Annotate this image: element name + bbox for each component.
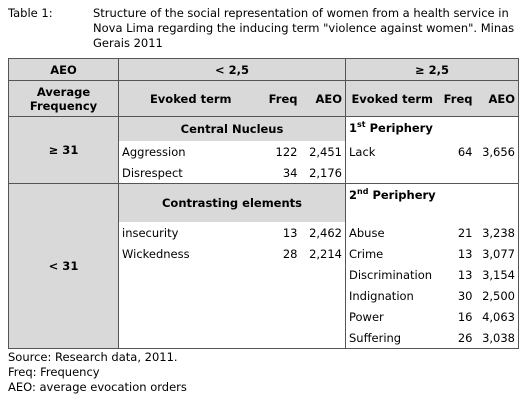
- data-cell: [118, 264, 263, 285]
- subheader-cell: Freq: [438, 80, 476, 117]
- group-title: Contrasting elements: [118, 183, 346, 222]
- footnotes: Source: Research data, 2011. Freq: Freque…: [8, 350, 187, 395]
- data-cell: 13: [282, 225, 298, 240]
- group-title: 1st Periphery: [345, 116, 519, 141]
- data-cell: 3,656: [482, 144, 515, 159]
- subheader-row: Average Frequency Evoked term Freq AEO Evoke…: [8, 80, 519, 117]
- data-cell: 64: [457, 144, 473, 159]
- data-cell: 2,176: [309, 165, 342, 180]
- data-cell: [263, 306, 301, 327]
- data-cell: Discrimination: [345, 264, 439, 285]
- data-cell: insecurity: [118, 222, 263, 243]
- data-cell: [301, 285, 346, 306]
- data-row: Power 16 4,063: [9, 306, 519, 327]
- data-cell: 2,500: [482, 288, 515, 303]
- data-cell: Wickedness: [118, 243, 263, 264]
- data-cell: 21: [457, 225, 473, 240]
- title-text: Periphery: [372, 187, 436, 202]
- data-cell: [301, 327, 346, 349]
- data-cell: 26: [457, 330, 473, 345]
- group-title: Central Nucleus: [118, 116, 346, 141]
- footnote: Source: Research data, 2011.: [8, 350, 178, 364]
- data-cell: Crime: [345, 243, 439, 264]
- data-row: insecurity 13 2,462 Abuse 21 3,238: [9, 222, 519, 243]
- data-cell: [301, 306, 346, 327]
- data-cell: [118, 306, 263, 327]
- ordinal: 1: [349, 120, 358, 135]
- subheader-cell: AEO: [300, 80, 346, 117]
- group-title-row: ≥ 31 Central Nucleus 1st Periphery: [8, 116, 519, 184]
- data-cell: [263, 264, 301, 285]
- data-cell: 30: [457, 288, 473, 303]
- header-cell: < 2,5: [118, 58, 346, 81]
- data-cell: Power: [345, 306, 439, 327]
- data-cell: 2,451: [309, 144, 342, 159]
- data-cell: 122: [275, 144, 298, 159]
- data-cell: Indignation: [345, 285, 439, 306]
- caption-label: Table 1:: [8, 6, 53, 20]
- title-text: Periphery: [369, 120, 433, 135]
- data-cell: [263, 327, 301, 349]
- data-cell: [263, 285, 301, 306]
- data-cell: [345, 162, 439, 184]
- data-cell: 28: [282, 246, 298, 261]
- data-cell: 13: [457, 267, 473, 282]
- data-cell: 3,154: [482, 267, 515, 282]
- data-cell: 13: [457, 246, 473, 261]
- data-cell: [118, 327, 263, 349]
- data-cell: 34: [282, 165, 298, 180]
- data-cell: Abuse: [345, 222, 439, 243]
- data-cell: 3,077: [482, 246, 515, 261]
- group-title-row: < 31 Contrasting elements 2nd Periphery: [8, 183, 519, 349]
- table: AEO < 2,5 ≥ 2,5 Average Frequency Evoked ter…: [8, 58, 519, 349]
- data-cell: Lack: [345, 141, 439, 162]
- group-title: 2nd Periphery: [345, 183, 519, 222]
- data-cell: [118, 285, 263, 306]
- data-cell: [476, 162, 519, 184]
- subheader-cell: Freq: [262, 80, 301, 117]
- ordinal-suffix: nd: [357, 187, 369, 196]
- subheader-cell: Average Frequency: [8, 80, 119, 117]
- data-cell: 16: [457, 309, 473, 324]
- data-cell: 3,038: [482, 330, 515, 345]
- caption-text: Structure of the social representation o…: [93, 6, 515, 50]
- data-cell: 3,238: [482, 225, 515, 240]
- data-cell: Disrespect: [118, 162, 263, 184]
- ordinal-suffix: st: [357, 120, 366, 129]
- data-row: Wickedness 28 2,214 Crime 13 3,077: [9, 243, 519, 264]
- header-cell: ≥ 2,5: [345, 58, 519, 81]
- data-cell: [439, 162, 476, 184]
- data-cell: Aggression: [118, 141, 263, 162]
- header-cell: AEO: [8, 58, 119, 81]
- data-row: Suffering 26 3,038: [9, 327, 519, 349]
- data-cell: [301, 264, 346, 285]
- footnote: AEO: average evocation orders: [8, 380, 187, 394]
- data-row: Discrimination 13 3,154: [9, 264, 519, 285]
- ordinal: 2: [349, 187, 358, 202]
- data-cell: 4,063: [482, 309, 515, 324]
- data-cell: 2,214: [309, 246, 342, 261]
- data-row: Aggression 122 2,451 Lack 64 3,656: [9, 141, 519, 162]
- data-cell: Suffering: [345, 327, 439, 349]
- subheader-cell: AEO: [475, 80, 519, 117]
- frequency-cell: ≥ 31: [8, 116, 119, 184]
- data-row: Indignation 30 2,500: [9, 285, 519, 306]
- data-row: Disrespect 34 2,176: [9, 162, 519, 184]
- frequency-cell: < 31: [8, 183, 119, 349]
- header-row: AEO < 2,5 ≥ 2,5: [8, 58, 519, 81]
- subheader-cell: Evoked term: [118, 80, 263, 117]
- data-cell: 2,462: [309, 225, 342, 240]
- footnote: Freq: Frequency: [8, 365, 100, 379]
- subheader-cell: Evoked term: [345, 80, 439, 117]
